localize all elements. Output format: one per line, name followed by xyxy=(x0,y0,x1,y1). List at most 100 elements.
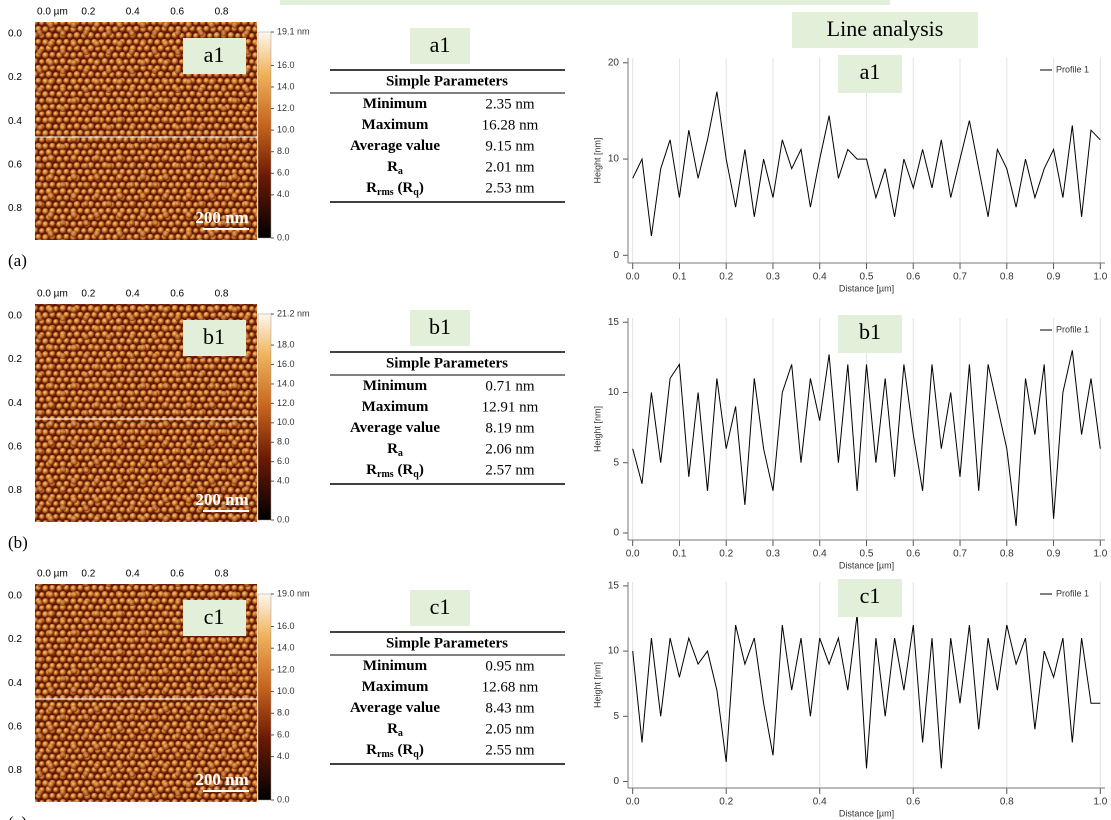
row-name: Minimum xyxy=(363,658,428,674)
x-tick-label: 0.7 xyxy=(953,549,967,560)
row-name-sub: a xyxy=(398,166,403,177)
legend-label: Profile 1 xyxy=(1056,588,1089,598)
chart-title: a1 xyxy=(860,59,881,84)
row-name-part: Maximum xyxy=(362,399,429,415)
row-name: Maximum xyxy=(362,117,429,133)
colorbar-tick-label: 21.2 nm xyxy=(277,308,310,318)
colorbar-tick-label: 8.0 xyxy=(277,437,290,447)
header-title: Line analysis xyxy=(827,16,944,41)
image-label-box xyxy=(183,600,246,636)
image-x-tick-label: 0.0 µm xyxy=(37,289,68,300)
colorbar-tick-label: 16.0 xyxy=(277,621,295,631)
colorbar-tick-label: 6.0 xyxy=(277,729,290,739)
row-name-part: Average value xyxy=(350,700,440,716)
colorbar xyxy=(257,313,272,521)
row-value: 16.28 nm xyxy=(482,117,539,133)
row-name: Rrms (Rq) xyxy=(366,742,424,760)
panel-label: (c) xyxy=(8,813,27,820)
row-value: 2.53 nm xyxy=(485,180,535,196)
chart-title: b1 xyxy=(859,319,881,344)
image-y-tick-label: 0.8 xyxy=(8,485,22,496)
row-name-sub: a xyxy=(398,728,403,739)
image-y-tick-label: 0.2 xyxy=(8,72,22,83)
image-y-tick-label: 0.2 xyxy=(8,354,22,365)
row-name: Average value xyxy=(350,700,440,716)
y-tick-label: 15 xyxy=(608,581,620,592)
colorbar-tick-label: 19.1 nm xyxy=(277,26,310,36)
colorbar-tick-label: 6.0 xyxy=(277,168,290,178)
row-name-part: Maximum xyxy=(362,679,429,695)
image-x-tick-label: 0.4 xyxy=(126,569,140,580)
row-name-part: Maximum xyxy=(362,117,429,133)
image-y-tick-label: 0.4 xyxy=(8,678,22,689)
image-y-tick-label: 0.6 xyxy=(8,721,22,732)
row-name-part: R xyxy=(387,159,398,175)
row-name-part: R xyxy=(366,742,377,758)
row-value: 2.55 nm xyxy=(485,742,535,758)
row-name-sub: q xyxy=(413,749,419,760)
table-header: Simple Parameters xyxy=(386,635,508,651)
y-tick-label: 0 xyxy=(613,528,619,539)
table-title-box xyxy=(410,310,470,346)
x-tick-label: 0.3 xyxy=(766,549,780,560)
row-name: Maximum xyxy=(362,679,429,695)
row-name-part: ) xyxy=(419,462,424,478)
x-tick-label: 0.3 xyxy=(766,272,780,283)
colorbar-tick-label: 14.0 xyxy=(277,378,295,388)
profile-line xyxy=(632,91,1101,237)
row-name-part: R xyxy=(366,180,377,196)
image-x-tick-label: 0.0 µm xyxy=(37,7,68,18)
x-tick-label: 0.5 xyxy=(860,549,874,560)
colorbar-tick-label: 10.0 xyxy=(277,686,295,696)
x-tick-label: 0.2 xyxy=(719,549,733,560)
y-tick-label: 0 xyxy=(613,250,619,261)
scale-bar-label: 200 nm xyxy=(195,490,248,509)
image-y-tick-label: 0.4 xyxy=(8,398,22,409)
image-x-tick-label: 0.6 xyxy=(170,7,184,18)
row-name-part: R xyxy=(387,721,398,737)
image-x-tick-label: 0.8 xyxy=(215,289,229,300)
colorbar-tick-label: 8.0 xyxy=(277,146,290,156)
chart-title-box xyxy=(838,579,902,617)
row-name: Maximum xyxy=(362,399,429,415)
x-tick-label: 0.2 xyxy=(719,272,733,283)
x-tick-label: 0.8 xyxy=(1000,797,1014,808)
row-name: Minimum xyxy=(363,378,428,394)
row-name-part: ) xyxy=(419,180,424,196)
row-name: Average value xyxy=(350,138,440,154)
x-tick-label: 0.6 xyxy=(906,549,920,560)
chart-title-box xyxy=(838,55,902,93)
colorbar xyxy=(257,593,272,801)
colorbar-tick-label: 4.0 xyxy=(277,189,290,199)
row-name: Ra xyxy=(387,441,403,459)
row-name-sub: rms xyxy=(377,749,394,760)
y-tick-label: 10 xyxy=(608,154,620,165)
colorbar-tick-label: 14.0 xyxy=(277,643,295,653)
x-tick-label: 0.6 xyxy=(906,797,920,808)
row-name: Average value xyxy=(350,420,440,436)
row-name-sub: q xyxy=(413,187,419,198)
x-tick-label: 1.0 xyxy=(1093,549,1107,560)
row-name-part: Minimum xyxy=(363,658,428,674)
table-header: Simple Parameters xyxy=(386,73,508,89)
image-label: c1 xyxy=(204,604,225,629)
x-tick-label: 0.0 xyxy=(626,549,640,560)
row-value: 0.95 nm xyxy=(485,658,535,674)
row-name-part: Minimum xyxy=(363,378,428,394)
x-axis-label: Distance [µm] xyxy=(839,560,894,570)
row-value: 8.43 nm xyxy=(485,700,535,716)
row-name: Rrms (Rq) xyxy=(366,462,424,480)
row-value: 0.71 nm xyxy=(485,378,535,394)
scale-bar-label: 200 nm xyxy=(195,208,248,227)
top-stripe xyxy=(280,0,890,5)
table-header: Simple Parameters xyxy=(386,355,508,371)
row-name: Ra xyxy=(387,159,403,177)
colorbar-tick-label: 0.0 xyxy=(277,514,290,524)
colorbar-tick-label: 0.0 xyxy=(277,794,290,804)
image-y-tick-label: 0.6 xyxy=(8,159,22,170)
x-tick-label: 1.0 xyxy=(1093,272,1107,283)
row-name-part: R xyxy=(387,441,398,457)
x-tick-label: 0.7 xyxy=(953,272,967,283)
image-label-box xyxy=(183,38,246,74)
row-name-part: (R xyxy=(394,180,414,196)
